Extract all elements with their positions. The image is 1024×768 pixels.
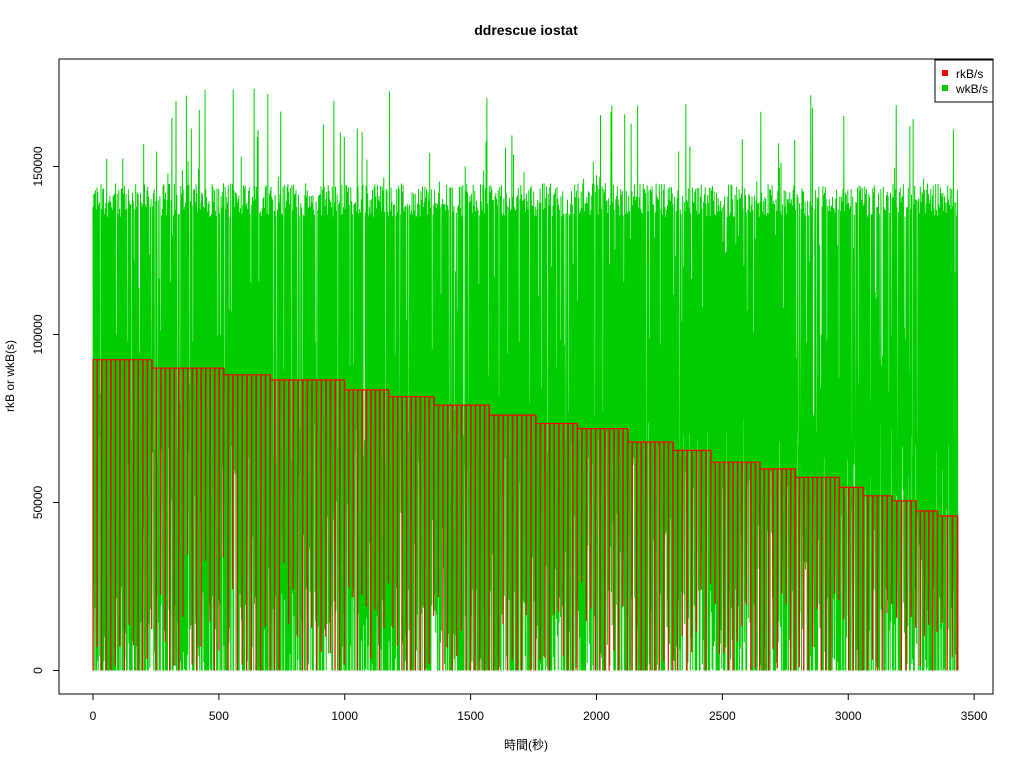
x-tick-label: 3500 <box>961 709 988 723</box>
x-tick-label: 2000 <box>583 709 610 723</box>
legend-box <box>934 59 994 103</box>
chart-title: ddrescue iostat <box>474 22 578 38</box>
legend-label-rkb: rkB/s <box>956 67 983 81</box>
x-tick-label: 3000 <box>835 709 862 723</box>
y-axis: 0 50000 100000 150000 <box>31 146 60 674</box>
x-tick-label: 1500 <box>457 709 484 723</box>
y-tick-label: 0 <box>31 667 45 674</box>
x-tick-label: 0 <box>90 709 97 723</box>
x-axis: 0 500 1000 1500 2000 2500 3000 3500 <box>90 693 988 723</box>
series-layer <box>92 88 959 671</box>
legend: rkB/s wkB/s <box>934 59 994 103</box>
x-tick-label: 2500 <box>709 709 736 723</box>
y-tick-label: 100000 <box>31 314 45 354</box>
legend-swatch-wkb <box>942 85 948 91</box>
y-tick-label: 50000 <box>31 485 45 519</box>
series-line-rkb <box>92 359 959 671</box>
x-tick-label: 500 <box>209 709 229 723</box>
legend-label-wkb: wkB/s <box>955 82 988 96</box>
series-line-wkb <box>92 88 959 671</box>
legend-swatch-rkb <box>942 70 948 76</box>
x-tick-label: 1000 <box>331 709 358 723</box>
x-axis-label: 時間(秒) <box>504 738 548 752</box>
y-axis-label: rkB or wkB(s) <box>3 340 17 412</box>
y-tick-label: 150000 <box>31 146 45 186</box>
